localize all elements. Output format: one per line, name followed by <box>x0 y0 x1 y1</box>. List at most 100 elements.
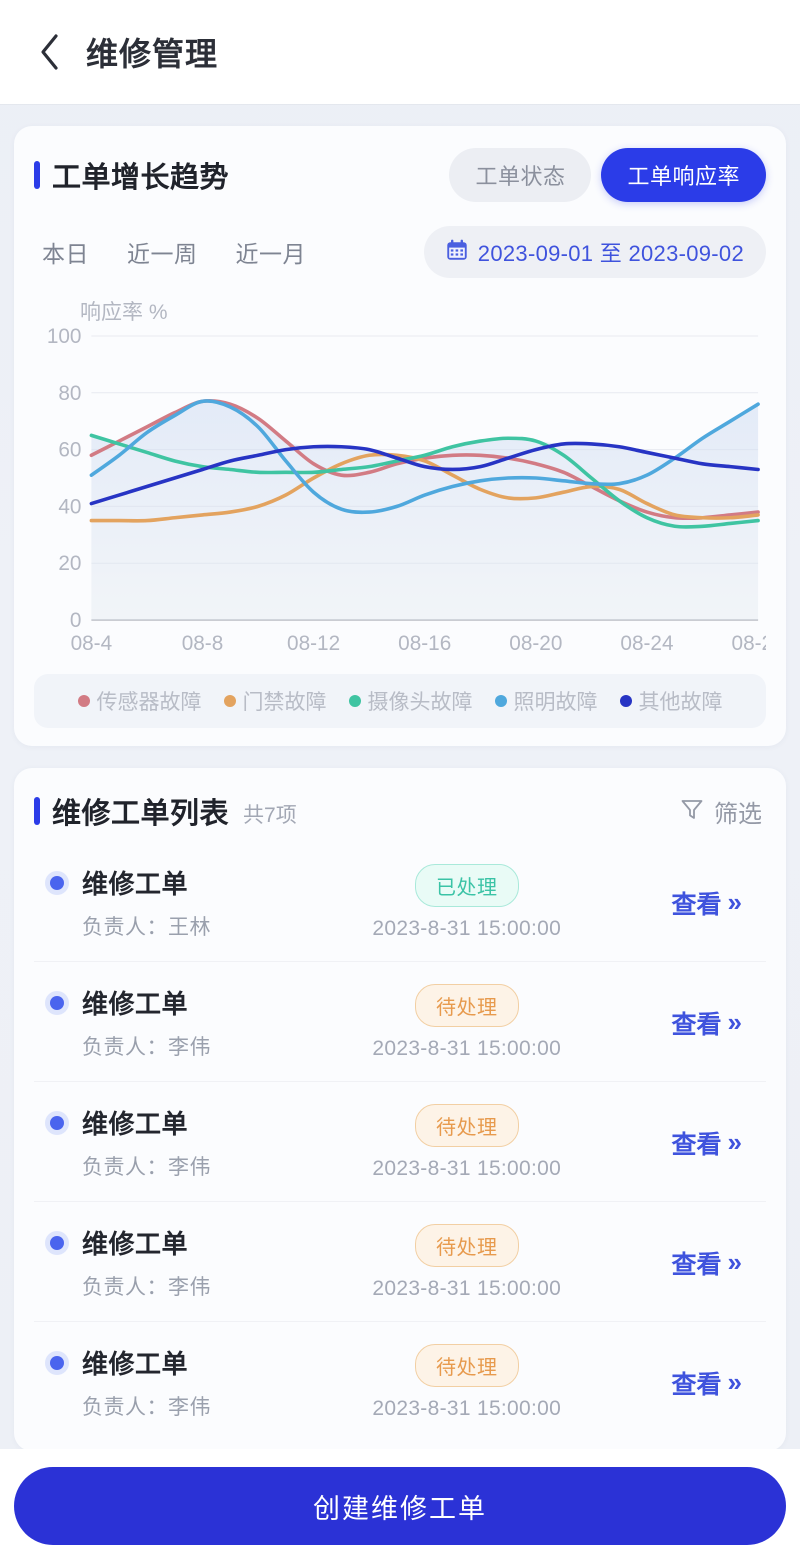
list-count-label: 共7项 <box>243 804 297 827</box>
work-order-row[interactable]: 维修工单负责人：李伟 待处理 2023-8-31 15:00:00 查看» <box>34 1322 766 1441</box>
trend-title-wrap: 工单增长趋势 <box>34 154 229 196</box>
svg-text:08-28: 08-28 <box>732 632 766 655</box>
view-link[interactable]: 查看» <box>672 1125 766 1161</box>
view-link[interactable]: 查看» <box>672 885 766 921</box>
trend-card: 工单增长趋势 工单状态 工单响应率 本日 近一周 近一月 <box>14 126 786 746</box>
legend-dot-icon <box>619 695 632 707</box>
double-chevron-right-icon: » <box>727 1127 742 1157</box>
legend-dot-icon <box>494 695 507 707</box>
status-dot-icon <box>50 1116 64 1130</box>
trend-filter-row: 本日 近一周 近一月 <box>34 226 766 278</box>
work-order-info: 维修工单负责人：李伟 <box>82 1104 292 1181</box>
view-link-label: 查看 <box>671 1370 722 1399</box>
create-work-order-button[interactable]: 创建维修工单 <box>14 1467 786 1545</box>
legend-label: 其他故障 <box>638 691 723 714</box>
status-badge: 已处理 <box>415 864 519 907</box>
toggle-order-status[interactable]: 工单状态 <box>449 148 592 202</box>
y-axis-label: 响应率 % <box>80 301 168 324</box>
toggle-order-response-rate[interactable]: 工单响应率 <box>601 148 766 202</box>
legend-item[interactable]: 门禁故障 <box>223 686 327 716</box>
work-order-owner: 负责人：王林 <box>82 916 211 939</box>
view-link-label: 查看 <box>671 1250 722 1279</box>
svg-text:08-8: 08-8 <box>182 632 224 655</box>
work-order-title: 维修工单 <box>82 1109 189 1139</box>
work-order-title: 维修工单 <box>82 1229 189 1259</box>
work-order-time: 2023-8-31 15:00:00 <box>372 917 562 940</box>
work-order-time: 2023-8-31 15:00:00 <box>372 1157 562 1180</box>
legend-dot-icon <box>223 695 236 707</box>
time-range-tabs: 本日 近一周 近一月 <box>34 235 306 269</box>
svg-text:40: 40 <box>58 495 81 518</box>
work-order-status-block: 已处理 2023-8-31 15:00:00 <box>262 864 672 941</box>
status-badge: 待处理 <box>415 1224 519 1267</box>
work-order-row[interactable]: 维修工单 负责人：李伟 待处理 2023-8-31 15:00:00 查看» <box>34 962 766 1082</box>
view-link[interactable]: 查看» <box>672 1245 766 1281</box>
chevron-left-icon[interactable] <box>34 32 64 72</box>
work-order-owner: 负责人：李伟 <box>82 1396 211 1419</box>
time-tab-week[interactable]: 近一周 <box>127 241 198 267</box>
list-card-header: 维修工单列表 共7项 筛选 <box>34 790 766 832</box>
work-order-status-block: 待处理 2023-8-31 15:00:00 <box>262 1224 672 1301</box>
work-order-owner: 负责人：李伟 <box>82 1156 211 1179</box>
bottom-action-bar: 创建维修工单 <box>0 1449 800 1567</box>
legend-dot-icon <box>348 695 361 707</box>
status-badge: 待处理 <box>415 1104 519 1147</box>
work-order-status-block: 待处理 2023-8-31 15:00:00 <box>262 984 672 1061</box>
status-dot-icon <box>50 876 64 890</box>
list-card-title: 维修工单列表 <box>52 798 230 830</box>
status-dot-icon <box>50 1356 64 1370</box>
legend-label: 照明故障 <box>513 691 598 714</box>
work-order-info: 维修工单负责人：李伟 <box>82 1344 292 1421</box>
legend-dot-icon <box>77 695 90 707</box>
work-order-info: 维修工单负责人：王林 <box>82 864 292 941</box>
view-link-label: 查看 <box>671 890 722 919</box>
chart-legend: 传感器故障 门禁故障 摄像头故障 照明故障 其他故障 <box>34 674 766 728</box>
work-order-title: 维修工单 <box>82 1349 189 1379</box>
date-range-text: 2023-09-01 至 2023-09-02 <box>477 241 744 266</box>
svg-text:08-4: 08-4 <box>71 632 113 655</box>
status-badge: 待处理 <box>415 1344 519 1387</box>
work-order-time: 2023-8-31 15:00:00 <box>372 1277 562 1300</box>
trend-card-title: 工单增长趋势 <box>52 162 230 194</box>
svg-text:08-24: 08-24 <box>620 632 673 655</box>
page-header: 维修管理 <box>0 0 800 104</box>
work-order-owner: 负责人：李伟 <box>82 1276 211 1299</box>
date-range-picker[interactable]: 2023-09-01 至 2023-09-02 <box>423 226 766 278</box>
legend-item[interactable]: 传感器故障 <box>77 686 202 716</box>
svg-text:20: 20 <box>58 552 81 575</box>
work-order-list: 维修工单 负责人：王林 已处理 2023-8-31 15:00:00 查看» 维修工单 负责… <box>34 842 766 1441</box>
list-title-wrap: 维修工单列表 共7项 <box>34 790 297 832</box>
work-order-row[interactable]: 维修工单负责人：李伟 待处理 2023-8-31 15:00:00 查看» <box>34 1202 766 1322</box>
double-chevron-right-icon: » <box>727 1007 742 1037</box>
double-chevron-right-icon: » <box>727 1247 742 1277</box>
status-dot-icon <box>50 996 64 1010</box>
work-order-row[interactable]: 维修工单负责人：王林 已处理 2023-8-31 15:00:00 查看» <box>34 842 766 962</box>
double-chevron-right-icon: » <box>727 887 742 917</box>
view-link-label: 查看 <box>671 1010 722 1039</box>
time-tab-month[interactable]: 近一月 <box>235 241 306 267</box>
svg-text:0: 0 <box>70 609 82 632</box>
svg-text:08-20: 08-20 <box>509 632 562 655</box>
view-link[interactable]: 查看» <box>672 1365 766 1401</box>
filter-button[interactable]: 筛选 <box>680 794 766 829</box>
work-order-owner: 负责人：李伟 <box>82 1036 211 1059</box>
work-order-time: 2023-8-31 15:00:00 <box>372 1397 562 1420</box>
legend-item[interactable]: 其他故障 <box>619 686 723 716</box>
legend-item[interactable]: 摄像头故障 <box>348 686 473 716</box>
work-order-list-card: 维修工单列表 共7项 筛选 维修工单 负责人：王林 已处理 2023-8-31 15:… <box>14 768 786 1451</box>
work-order-time: 2023-8-31 15:00:00 <box>372 1037 562 1060</box>
svg-text:60: 60 <box>58 439 81 462</box>
view-link[interactable]: 查看» <box>672 1005 766 1041</box>
status-dot-icon <box>50 1236 64 1250</box>
work-order-info: 维修工单 负责人：李伟 <box>82 984 292 1061</box>
work-order-row[interactable]: 维修工单负责人：李伟 待处理 2023-8-31 15:00:00 查看» <box>34 1082 766 1202</box>
legend-item[interactable]: 照明故障 <box>494 686 598 716</box>
work-order-title: 维修工单 <box>82 869 189 899</box>
svg-text:08-12: 08-12 <box>287 632 340 655</box>
view-link-label: 查看 <box>671 1130 722 1159</box>
title-accent-bar <box>34 161 40 189</box>
calendar-icon <box>446 239 468 266</box>
time-tab-today[interactable]: 本日 <box>42 241 89 267</box>
metric-toggle-group: 工单状态 工单响应率 <box>449 148 766 202</box>
